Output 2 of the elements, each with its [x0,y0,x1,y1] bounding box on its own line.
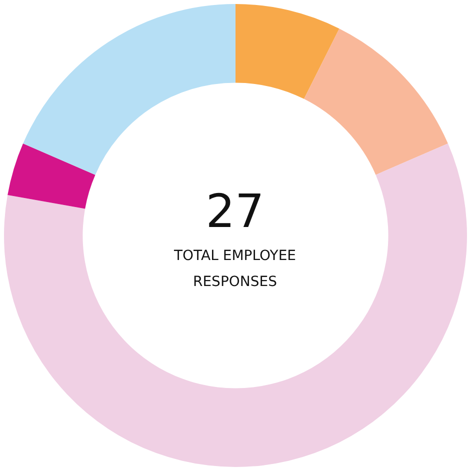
text: TOTAL EMPLOYEE RESPONSES [172,247,298,292]
text: 27 [204,184,266,238]
